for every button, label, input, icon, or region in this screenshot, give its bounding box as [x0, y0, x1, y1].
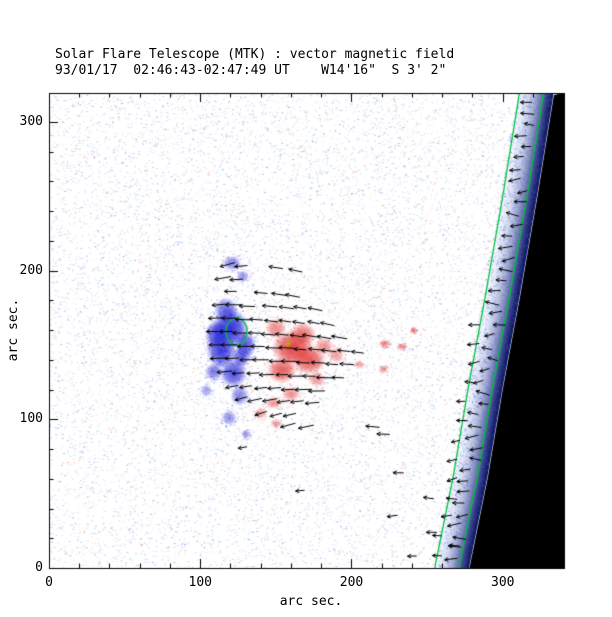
y-tick-label: 100	[19, 411, 43, 427]
x-axis-label: arc sec.	[279, 594, 343, 609]
y-tick-label: 0	[35, 560, 43, 575]
y-tick-label: 300	[19, 113, 43, 129]
x-tick-label: 0	[45, 575, 53, 590]
x-tick-label: 100	[188, 575, 212, 590]
y-axis-label: arc sec.	[6, 298, 21, 362]
x-tick-label: 300	[490, 575, 515, 590]
plot-title: Solar Flare Telescope (MTK) : vector mag…	[55, 47, 455, 62]
x-tick-label: 200	[339, 575, 364, 590]
plot-subtitle: 93/01/17 02:46:43-02:47:49 UT W14'16" S …	[55, 63, 447, 78]
y-tick-label: 200	[19, 262, 43, 278]
